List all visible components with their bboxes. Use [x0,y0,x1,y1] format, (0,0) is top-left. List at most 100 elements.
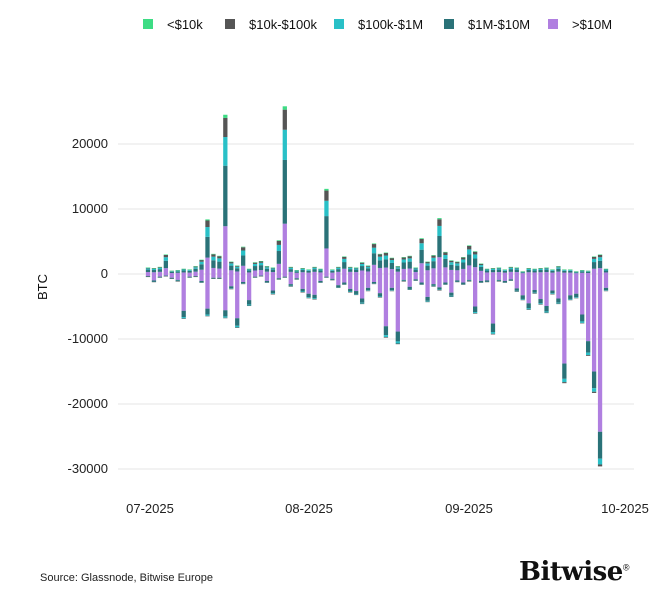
bar-segment [597,274,603,432]
bar-segment [312,267,317,270]
bar-segment [282,223,287,274]
bar-segment [395,271,400,274]
bar-segment [342,258,347,263]
bar-segment [235,318,240,326]
bar-segment [407,286,412,289]
bar-segment [556,266,561,267]
bar-segment [425,265,430,271]
bar-segment [365,265,371,267]
bar-segment [562,270,567,273]
bar-segment [211,267,216,274]
bar-segment [490,268,496,269]
bar-segment [342,256,347,257]
bar-segment [294,274,299,279]
bar-segment [568,298,573,300]
bar-segment [264,282,270,283]
bar-segment [413,267,418,268]
bar-segment [502,282,508,283]
bar-segment [514,288,519,291]
bar-segment [574,271,579,272]
bar-segment [342,284,347,285]
bar-segment [300,274,305,289]
bar-segment [455,265,460,271]
bar-segment [591,256,597,257]
bar-segment [336,266,341,268]
bar-segment [401,259,406,263]
bar-segment [550,290,555,294]
bar-segment [401,257,406,260]
bar-segment [282,159,287,224]
bar-segment [586,352,591,356]
bar-segment [348,274,353,289]
bar-segment [443,284,448,285]
bar-segment [526,303,531,309]
bar-segment [324,274,329,277]
bar-segment [389,258,395,261]
bar-segment [288,286,293,287]
bar-segment [574,271,579,273]
bar-segment [235,266,240,269]
bar-segment [597,458,603,465]
bar-segment [282,277,287,278]
bar-segment [603,290,609,291]
legend-label: $10k-$100k [249,16,317,32]
bar-segment [591,274,597,372]
bar-segment [354,293,359,295]
bar-segment [348,291,353,293]
bar-segment [437,290,442,291]
bar-segment [252,262,258,263]
bar-segment [591,262,597,269]
legend-swatch [334,19,344,29]
bar-segment [163,275,168,277]
bar-segment [241,274,246,282]
bar-segment [276,263,281,274]
bar-segment [502,269,508,270]
bar-segment [306,270,311,271]
bar-segment [437,235,442,258]
bar-segment [377,296,383,298]
bar-segment [395,266,400,268]
bar-segment [562,363,567,379]
y-tick-label: -20000 [68,396,108,411]
bar-segment [264,274,270,281]
bar-segment [163,254,168,255]
bar-segment [389,269,395,274]
y-tick-label: -30000 [68,461,108,476]
bar-segment [246,270,252,273]
bar-segment [603,268,609,270]
bar-segment [181,268,186,270]
bar-segment [324,276,329,278]
bar-segment [562,269,567,270]
bar-segment [187,277,192,278]
bar-segment [568,295,573,299]
bar-segment [264,266,270,267]
bar-segment [502,274,508,281]
bar-segment [312,294,317,299]
bar-segment [276,251,281,264]
bar-segment [300,288,305,292]
bar-segment [151,268,157,271]
bar-segment [294,271,299,273]
bar-segment [597,431,603,459]
bar-segment [264,280,270,283]
bar-segment [318,282,323,283]
bar-segment [151,270,157,273]
bar-segment [395,331,400,342]
bar-segment [550,293,555,294]
bar-segment [538,268,543,269]
bar-segment [425,274,430,297]
bar-segment [395,267,400,269]
bar-segment [175,281,180,282]
bar-segment [520,273,525,274]
bar-segment [473,313,478,314]
bar-segment [508,271,513,274]
bar-segment [145,269,151,273]
bar-segment [532,269,537,271]
bar-segment [556,268,561,272]
bar-segment [562,274,567,364]
bar-segment [580,270,585,272]
bar-segment [354,268,359,270]
bar-segment [467,254,472,266]
bar-segment [514,291,519,292]
bar-segment [342,268,347,274]
